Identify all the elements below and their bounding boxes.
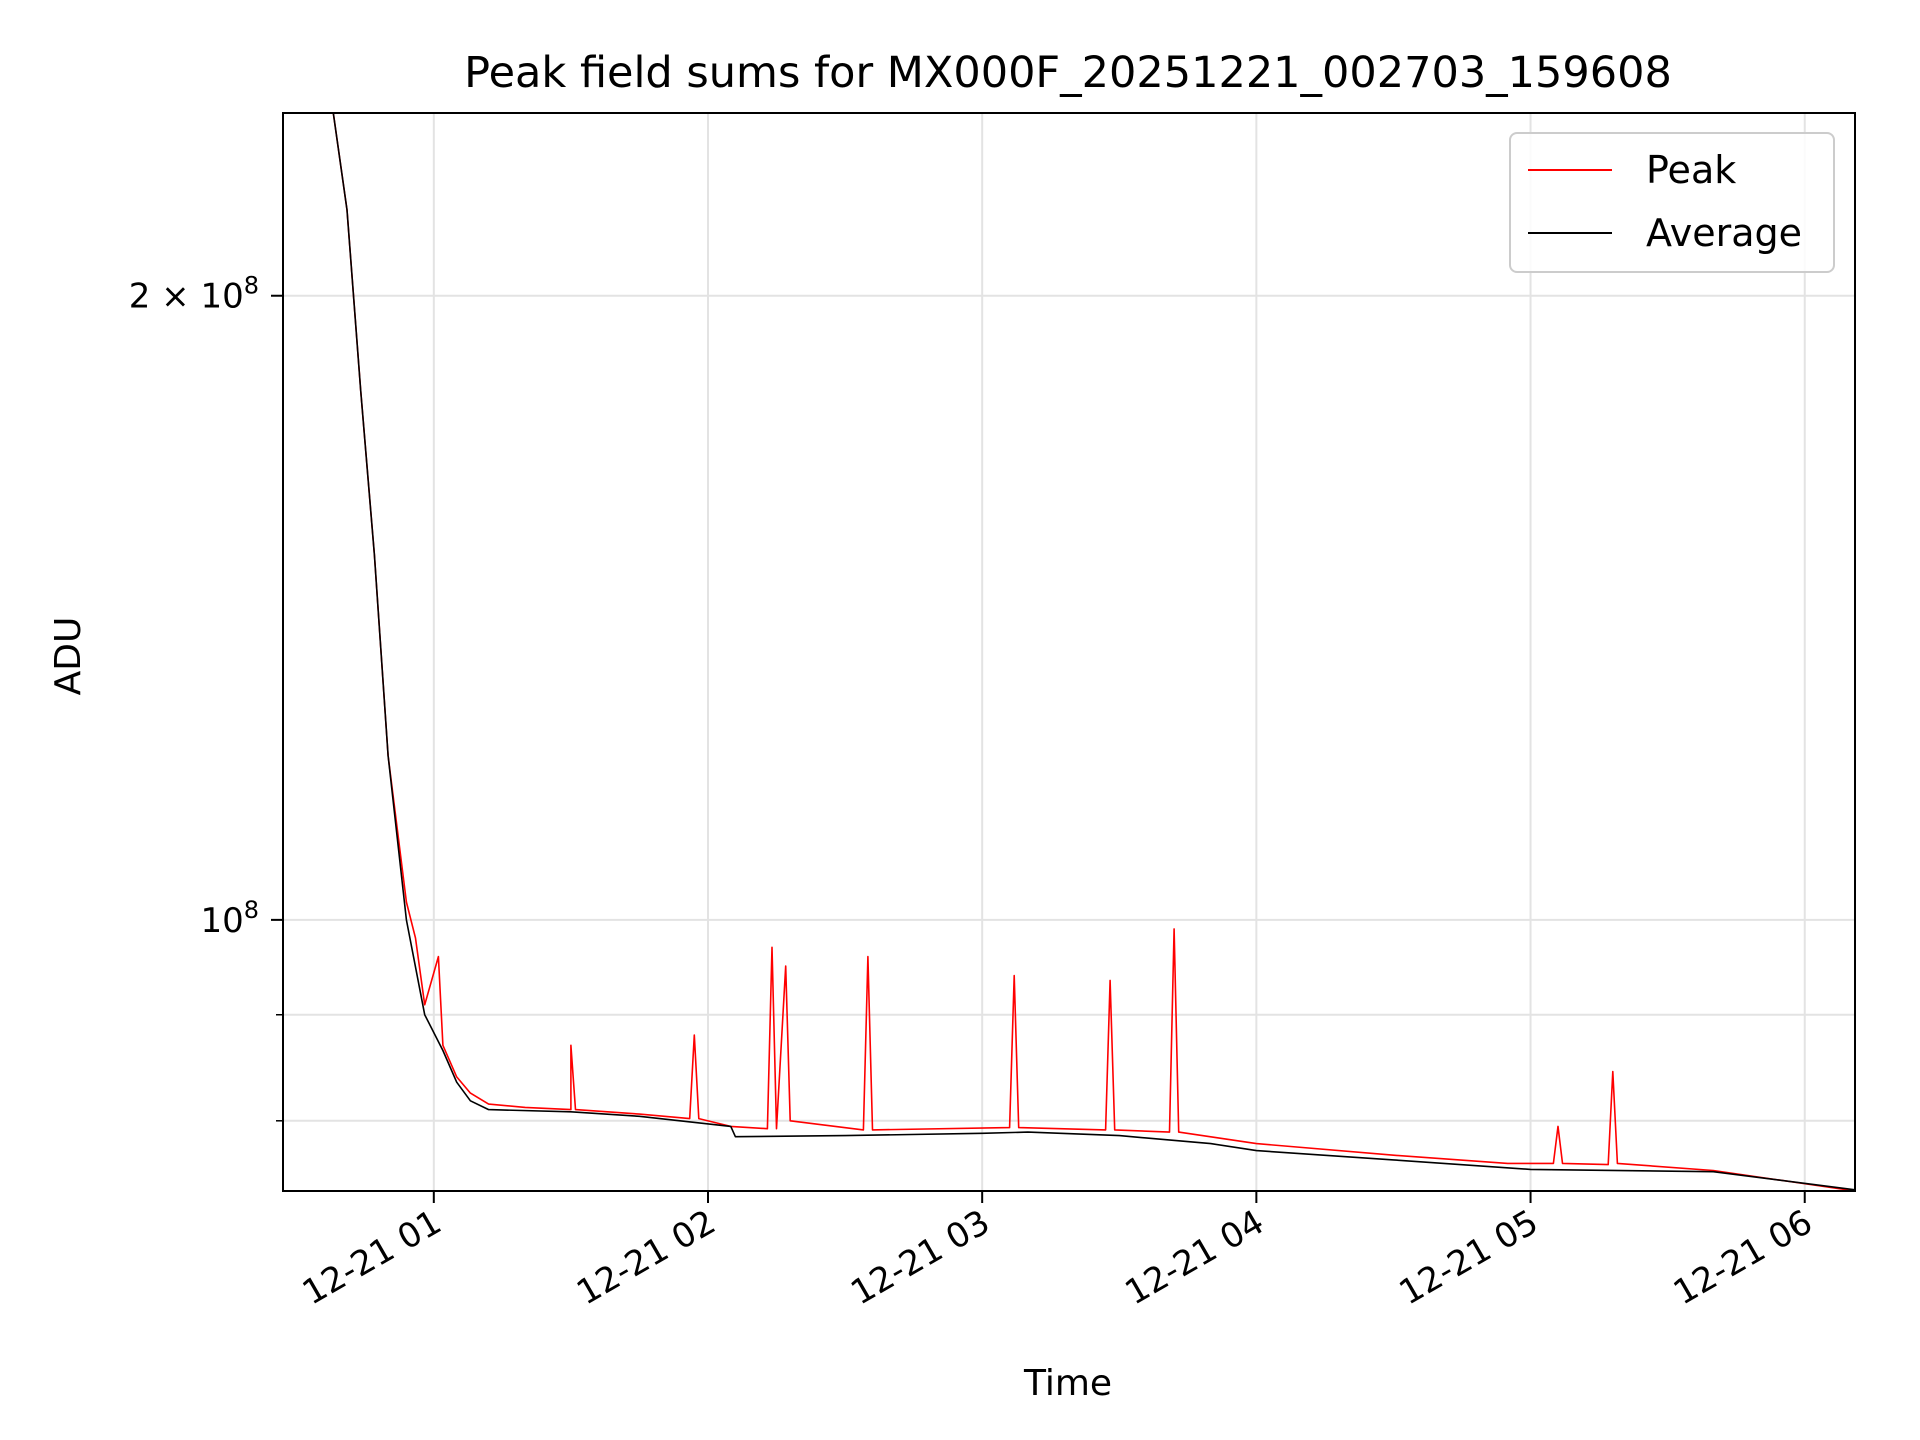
x-axis-title: Time (1023, 1363, 1112, 1404)
series-layer (283, 112, 1856, 1192)
svg-text:2 × 108: 2 × 108 (129, 272, 259, 317)
legend-box (1509, 132, 1835, 273)
chart-title: Peak field sums for MX000F_20251221_0027… (464, 48, 1672, 98)
svg-text:108: 108 (200, 896, 259, 941)
grid (283, 113, 1855, 1191)
legend-label-peak: Peak (1646, 148, 1736, 192)
series-peak-line (283, 112, 1856, 1192)
plot-frame (282, 112, 1856, 1192)
legend-label-average: Average (1646, 211, 1802, 255)
y-axis-title: ADU (48, 617, 89, 696)
y-tick-label: 108 (200, 896, 259, 941)
series-average-line (283, 112, 1856, 1191)
legend: Peak Average (1509, 132, 1835, 273)
y-tick-label: 2 × 108 (129, 272, 259, 317)
